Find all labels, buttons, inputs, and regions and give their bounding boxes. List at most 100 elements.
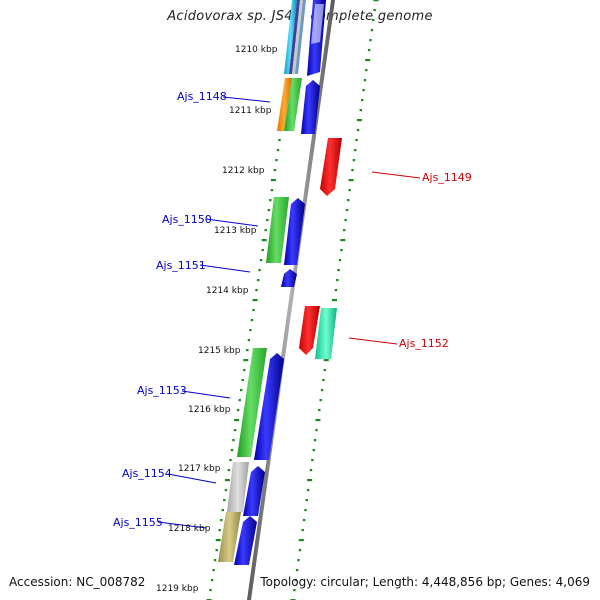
tick-label: 1214 kbp	[206, 286, 249, 296]
track-dot	[354, 149, 357, 152]
track-dot	[224, 489, 228, 492]
track-tick	[243, 359, 249, 362]
track-tick	[348, 179, 354, 182]
track-dot	[229, 459, 232, 462]
track-dot	[236, 409, 240, 412]
gene-label-ajs-1154[interactable]: Ajs_1154	[122, 467, 172, 480]
track-dot	[269, 199, 272, 202]
track-dot	[365, 69, 368, 72]
track-dot	[230, 449, 234, 452]
track-tick	[323, 359, 329, 362]
track-dot	[223, 499, 226, 502]
track-dot	[361, 99, 364, 102]
track-dot	[259, 259, 263, 262]
track-dot	[278, 139, 281, 142]
track-dot	[356, 129, 360, 132]
gene-label-ajs-1149[interactable]: Ajs_1149	[422, 171, 472, 184]
track-dot	[302, 519, 306, 522]
gene-label-ajs-1152[interactable]: Ajs_1152	[399, 337, 449, 350]
track-tick	[270, 179, 276, 182]
gene-label-ajs-1155[interactable]: Ajs_1155	[113, 516, 163, 529]
gene-ajs-1152-cds[interactable]	[299, 306, 337, 359]
track-dot	[273, 169, 277, 172]
track-dot	[345, 209, 349, 212]
genome-summary-text: Topology: circular; Length: 4,448,856 bp…	[260, 575, 590, 589]
track-tick	[356, 119, 362, 122]
gene-label-ajs-1151[interactable]: Ajs_1151	[156, 259, 206, 272]
track-dot	[246, 349, 249, 352]
gene-ajs-1153-cds[interactable]	[237, 348, 284, 460]
track-dot	[318, 409, 321, 412]
tick-label: 1211 kbp	[229, 106, 272, 116]
track-dot	[240, 389, 243, 392]
track-dot	[301, 529, 304, 532]
track-dot	[261, 249, 264, 252]
track-dot	[362, 89, 365, 92]
tick-label: 1210 kbp	[235, 45, 278, 55]
tick-label: 1213 kbp	[214, 226, 257, 236]
track-dot	[218, 529, 221, 532]
track-dot	[252, 309, 255, 312]
tick-label: 1216 kbp	[188, 405, 231, 415]
tick-label: 1218 kbp	[168, 524, 211, 534]
gene-label-ajs-1153[interactable]: Ajs_1153	[137, 384, 187, 397]
track-dot	[312, 449, 315, 452]
track-dot	[307, 489, 310, 492]
gene-ajs-1149-cds[interactable]	[320, 138, 342, 196]
track-dot	[320, 389, 324, 392]
track-dot	[319, 399, 322, 402]
track-dot	[220, 519, 223, 522]
track-dot	[233, 429, 237, 432]
tick-label: 1215 kbp	[198, 346, 241, 356]
track-tick	[365, 59, 371, 62]
track-dot	[250, 319, 254, 322]
track-dot	[367, 49, 371, 52]
tick-labels: 1210 kbp 1211 kbp 1212 kbp 1213 kbp 1214…	[156, 45, 278, 594]
track-dot	[340, 249, 343, 252]
track-dot	[249, 329, 252, 332]
track-tick	[234, 419, 240, 422]
track-dot	[343, 229, 346, 232]
track-dot	[255, 289, 258, 292]
gene-ajs-1150-cds[interactable]	[266, 197, 305, 265]
track-dot	[323, 369, 326, 372]
top-gene-fragments	[284, 0, 326, 76]
track-tick	[224, 479, 230, 482]
track-dot	[363, 79, 367, 82]
track-dot	[338, 259, 342, 262]
gene-ajs-1155-cds[interactable]	[218, 512, 257, 565]
track-dot	[334, 289, 338, 292]
gene-label-ajs-1150[interactable]: Ajs_1150	[162, 213, 212, 226]
tick-label: 1217 kbp	[178, 464, 221, 474]
gene-ajs-1148-cds[interactable]	[277, 78, 320, 134]
track-tick	[252, 299, 258, 302]
gene-ajs-1151-cds[interactable]	[281, 269, 297, 287]
leader-lines	[157, 96, 421, 529]
track-dot	[256, 279, 260, 282]
track-dot	[348, 189, 351, 192]
track-dot	[309, 469, 313, 472]
track-dot	[266, 219, 269, 222]
gene-label-ajs-1148[interactable]: Ajs_1148	[177, 90, 227, 103]
tick-label: 1212 kbp	[222, 166, 265, 176]
track-tick	[340, 239, 346, 242]
track-tick	[332, 299, 337, 302]
track-dot	[213, 559, 217, 562]
accession-text: Accession: NC_008782	[9, 575, 146, 589]
track-dot	[238, 399, 241, 402]
track-dot	[241, 379, 244, 382]
track-dot	[275, 159, 278, 162]
track-dot	[243, 369, 246, 372]
track-dot	[322, 379, 325, 382]
track-dot	[232, 439, 235, 442]
track-tick	[373, 0, 379, 2]
track-tick	[307, 479, 313, 482]
track-dot	[305, 499, 308, 502]
gene-ajs-1154-cds[interactable]	[227, 462, 265, 516]
track-dot	[311, 459, 314, 462]
tick-label: 1219 kbp	[156, 584, 199, 594]
track-dot	[369, 39, 372, 42]
track-tick	[261, 239, 267, 242]
track-dot	[276, 149, 280, 152]
